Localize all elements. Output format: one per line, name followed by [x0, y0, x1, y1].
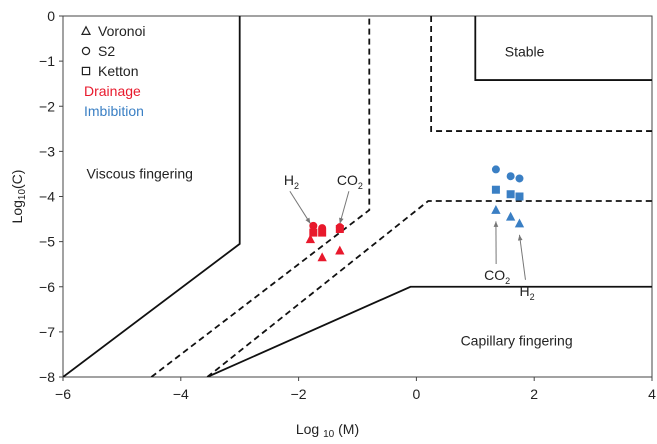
- y-tick-label-7: −7: [39, 324, 55, 340]
- solid-boundary-1: [207, 287, 652, 377]
- y-tick-label-3: −3: [39, 143, 55, 159]
- annotation-arrowhead-2: [494, 221, 499, 227]
- point-ketton-5-0: [492, 186, 499, 193]
- region-label-viscous-fingering: Viscous fingering: [87, 165, 193, 181]
- annotation-label-2: CO2: [484, 267, 510, 286]
- x-tick-label-4: 2: [530, 386, 538, 402]
- annotation-arrowhead-1: [339, 218, 344, 224]
- legend-label-imbibition: Imbibition: [84, 103, 144, 119]
- x-tick-label-3: 0: [413, 386, 421, 402]
- legend-label-voronoi: Voronoi: [98, 23, 145, 39]
- point-voronoi-0-2: [336, 246, 344, 254]
- point-ketton-2-0: [310, 229, 317, 236]
- y-tick-label-4: −4: [39, 189, 55, 205]
- region-label-stable: Stable: [505, 44, 545, 60]
- point-voronoi-3-0: [492, 206, 500, 214]
- y-tick-label-2: −2: [39, 98, 55, 114]
- point-voronoi-3-2: [515, 219, 523, 227]
- annotation-label-0: H2: [284, 172, 299, 191]
- point-ketton-2-1: [319, 229, 326, 236]
- annotation-arrow-0: [290, 191, 311, 223]
- point-voronoi-0-1: [318, 253, 326, 261]
- point-s2-4-0: [492, 166, 499, 173]
- x-tick-label-1: −4: [173, 386, 189, 402]
- annotation-label-1: CO2: [337, 172, 363, 191]
- point-voronoi-3-1: [507, 213, 515, 221]
- y-tick-label-5: −5: [39, 234, 55, 250]
- annotation-arrow-3: [519, 235, 525, 280]
- point-s2-4-1: [507, 173, 514, 180]
- x-tick-label-0: −6: [55, 386, 71, 402]
- y-tick-label-1: −1: [39, 53, 55, 69]
- dashed-boundary-5: [431, 16, 652, 131]
- legend-label-ketton: Ketton: [98, 63, 138, 79]
- dashed-boundary-4: [207, 201, 652, 377]
- annotation-arrowhead-0: [305, 218, 310, 224]
- x-axis-label: Log 10 (M): [296, 421, 359, 439]
- x-tick-label-5: 4: [648, 386, 656, 402]
- y-tick-label-8: −8: [39, 369, 55, 385]
- annotation-label-3: H2: [519, 283, 534, 302]
- legend-label-s2: S2: [98, 43, 115, 59]
- y-tick-label-6: −6: [39, 279, 55, 295]
- y-axis-label: Log10(C): [9, 170, 28, 224]
- point-s2-1-0: [310, 222, 317, 229]
- y-tick-label-0: 0: [47, 8, 55, 24]
- solid-boundary-2: [475, 16, 652, 80]
- x-tick-label-2: −2: [291, 386, 307, 402]
- point-s2-4-2: [516, 175, 523, 182]
- region-label-capillary-fingering: Capillary fingering: [461, 332, 573, 348]
- annotation-arrowhead-3: [518, 235, 523, 241]
- point-ketton-5-1: [507, 191, 514, 198]
- point-ketton-2-2: [336, 225, 343, 232]
- point-ketton-5-2: [516, 193, 523, 200]
- legend-label-drainage: Drainage: [84, 83, 141, 99]
